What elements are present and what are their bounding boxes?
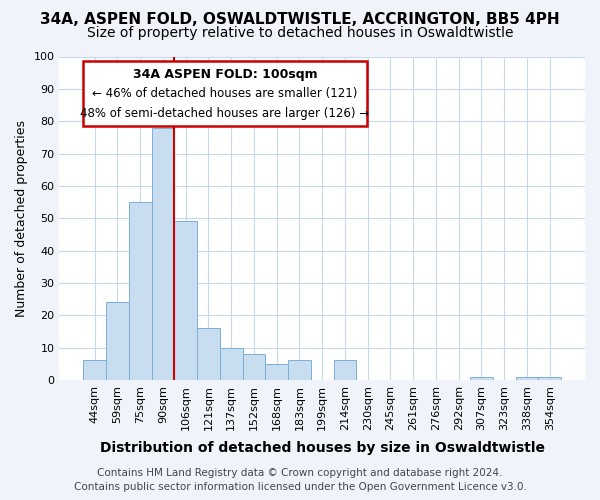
Text: Size of property relative to detached houses in Oswaldtwistle: Size of property relative to detached ho…: [87, 26, 513, 40]
Bar: [334, 360, 356, 380]
X-axis label: Distribution of detached houses by size in Oswaldtwistle: Distribution of detached houses by size …: [100, 441, 545, 455]
Bar: [288, 360, 311, 380]
Text: 34A ASPEN FOLD: 100sqm: 34A ASPEN FOLD: 100sqm: [133, 68, 317, 80]
Bar: [265, 364, 288, 380]
Bar: [129, 202, 152, 380]
Bar: [220, 348, 242, 380]
Bar: [175, 222, 197, 380]
Bar: [538, 376, 561, 380]
FancyBboxPatch shape: [83, 62, 367, 126]
Text: 34A, ASPEN FOLD, OSWALDTWISTLE, ACCRINGTON, BB5 4PH: 34A, ASPEN FOLD, OSWALDTWISTLE, ACCRINGT…: [40, 12, 560, 28]
Bar: [242, 354, 265, 380]
Text: ← 46% of detached houses are smaller (121): ← 46% of detached houses are smaller (12…: [92, 87, 358, 100]
Text: 48% of semi-detached houses are larger (126) →: 48% of semi-detached houses are larger (…: [80, 107, 370, 120]
Bar: [197, 328, 220, 380]
Y-axis label: Number of detached properties: Number of detached properties: [15, 120, 28, 316]
Bar: [515, 376, 538, 380]
Text: Contains HM Land Registry data © Crown copyright and database right 2024.
Contai: Contains HM Land Registry data © Crown c…: [74, 468, 526, 492]
Bar: [152, 128, 175, 380]
Bar: [106, 302, 129, 380]
Bar: [83, 360, 106, 380]
Bar: [470, 376, 493, 380]
